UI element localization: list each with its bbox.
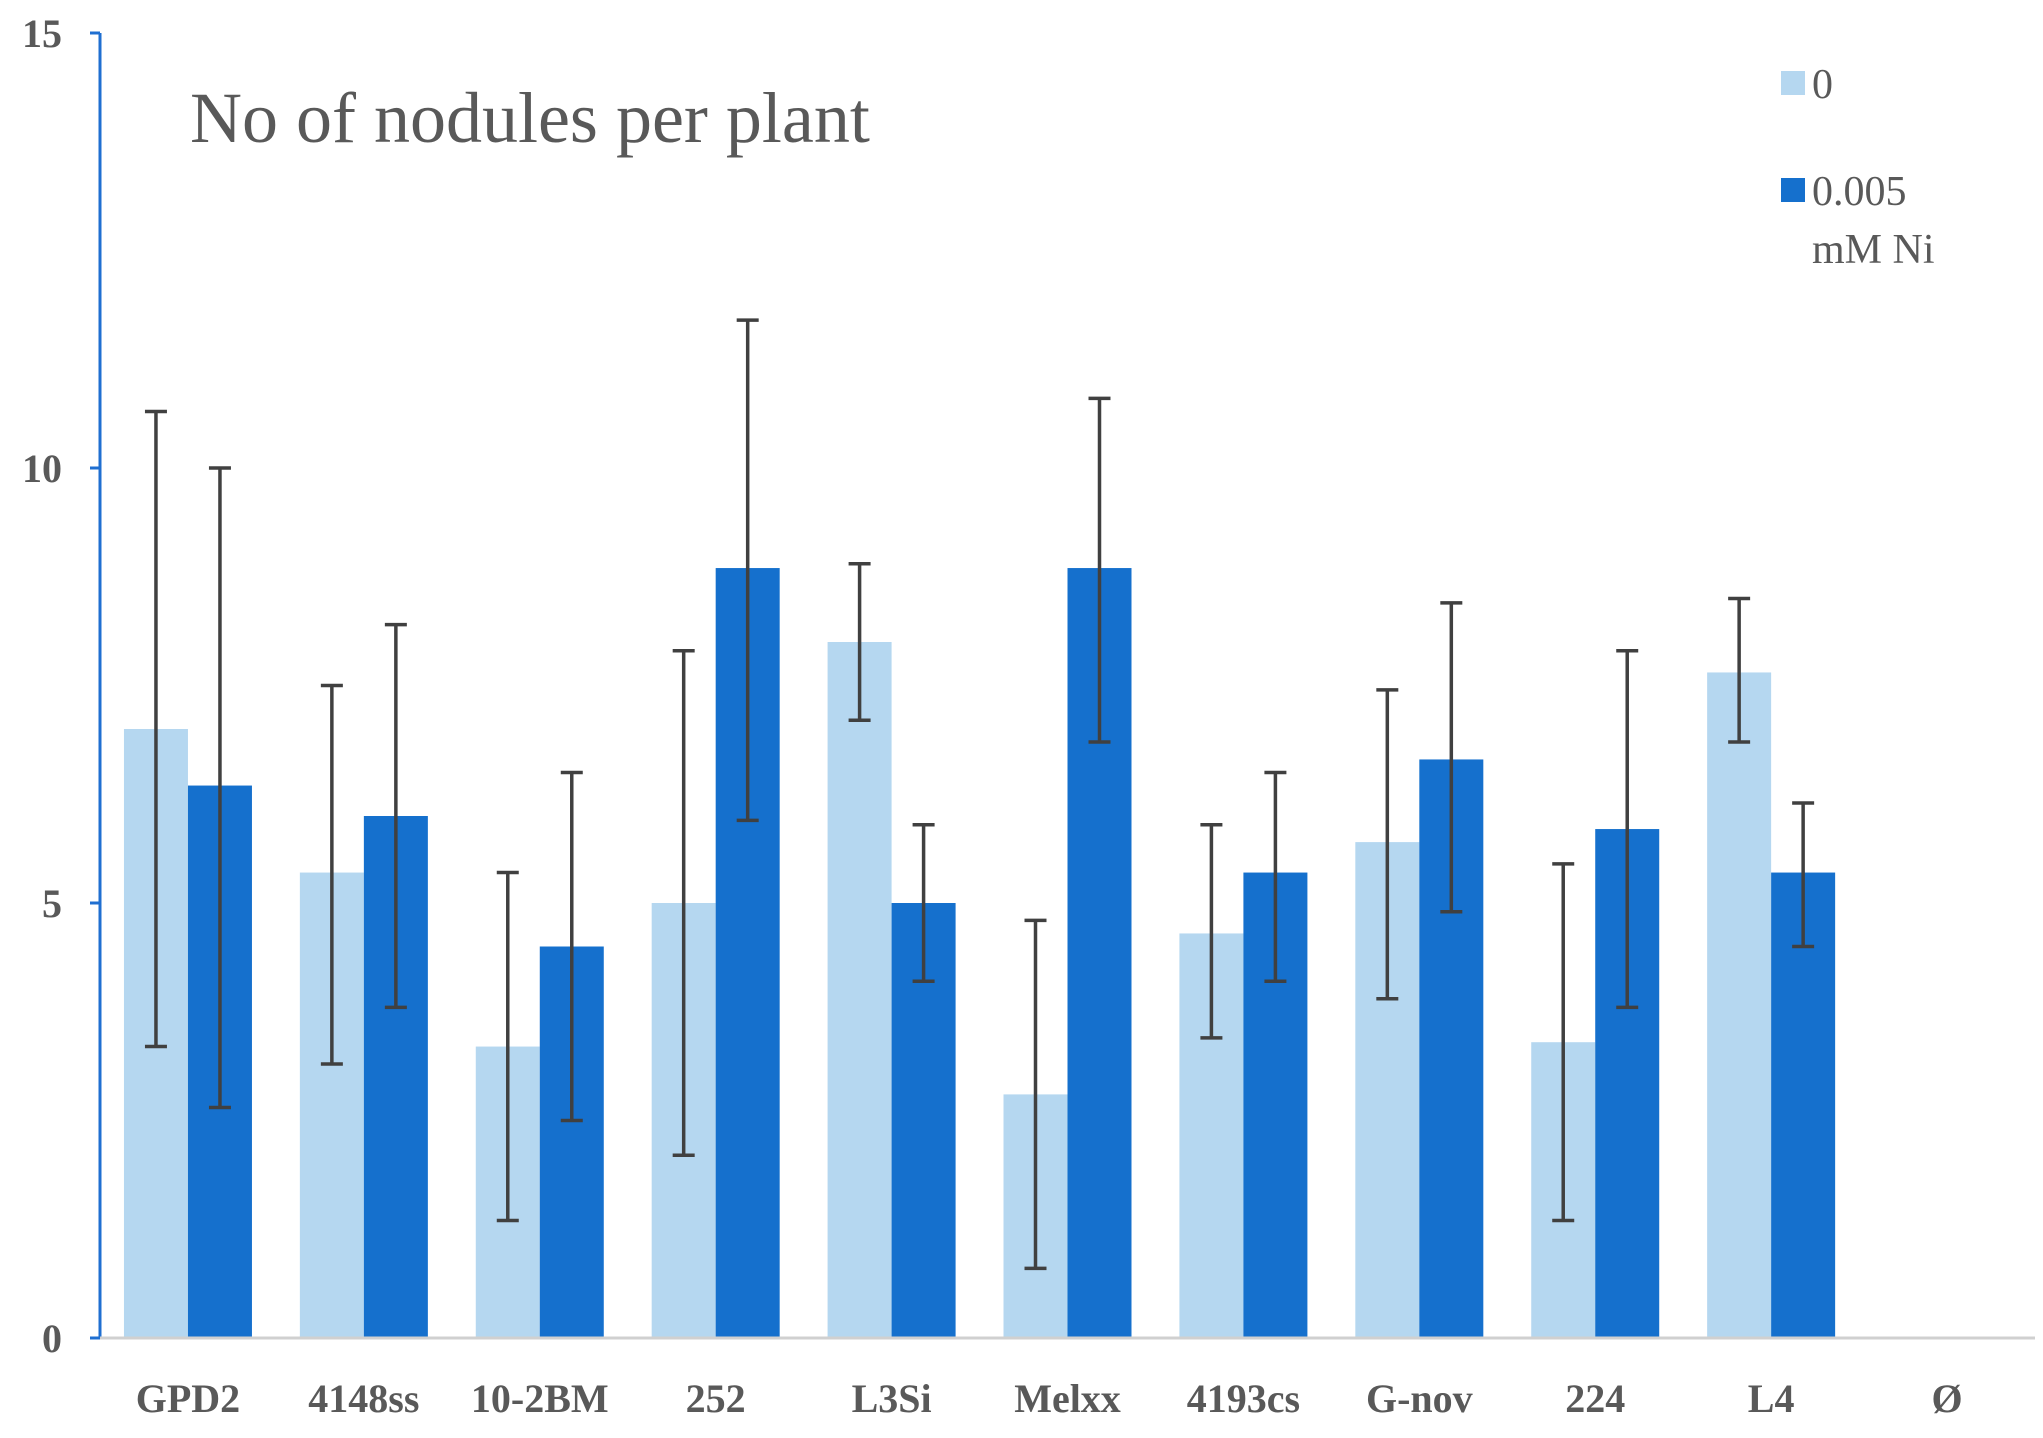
error-bar-L3Si-series-1 bbox=[912, 822, 935, 984]
x-tick-label-L3Si: L3Si bbox=[852, 1376, 932, 1421]
error-bar-252-series-0 bbox=[672, 648, 695, 1158]
error-bar-10-2BM-series-0 bbox=[496, 870, 519, 1223]
x-tick-label-Ø: Ø bbox=[1931, 1376, 1962, 1421]
x-tick-label-G-nov: G-nov bbox=[1366, 1376, 1473, 1421]
error-bar-GPD2-series-0 bbox=[144, 409, 167, 1049]
labels-layer: GPD2 4148ss 10-2BM 252 L3Si Melxx 4193cs G-nov 2… bbox=[22, 11, 1963, 1421]
error-bar-Melxx-series-1 bbox=[1088, 396, 1111, 744]
error-bar-10-2BM-series-1 bbox=[560, 770, 583, 1123]
y-tick-label-5: 5 bbox=[42, 881, 62, 926]
error-bar-224-series-1 bbox=[1616, 648, 1639, 1010]
y-tick-label-15: 15 bbox=[22, 11, 62, 56]
x-tick-label-4148ss: 4148ss bbox=[308, 1376, 419, 1421]
y-tick-label-10: 10 bbox=[22, 446, 62, 491]
x-tick-label-GPD2: GPD2 bbox=[136, 1376, 240, 1421]
x-tick-label-L4: L4 bbox=[1748, 1376, 1795, 1421]
error-bar-224-series-0 bbox=[1552, 862, 1575, 1223]
y-tick-label-0: 0 bbox=[42, 1316, 62, 1361]
legend-label-series-0: 0 bbox=[1812, 62, 1833, 108]
x-tick-label-224: 224 bbox=[1565, 1376, 1625, 1421]
x-tick-label-4193cs: 4193cs bbox=[1187, 1376, 1300, 1421]
error-bar-G-nov-series-1 bbox=[1440, 601, 1463, 914]
error-bar-4193cs-series-0 bbox=[1200, 822, 1223, 1040]
error-bar-Melxx-series-0 bbox=[1024, 918, 1047, 1271]
legend-item-series-1: 0.005 mM Ni bbox=[1781, 169, 1935, 273]
legend: 0 0.005 mM Ni bbox=[1781, 62, 1935, 273]
bars-layer bbox=[123, 568, 1836, 1338]
chart-title: No of nodules per plant bbox=[190, 78, 870, 158]
bar-L4-series-1 bbox=[1771, 872, 1836, 1338]
error-bar-L3Si-series-0 bbox=[848, 561, 871, 723]
x-tick-label-Melxx: Melxx bbox=[1014, 1376, 1121, 1421]
legend-label-series-1-line-1: mM Ni bbox=[1812, 227, 1935, 273]
error-bars-layer bbox=[144, 318, 1815, 1271]
error-bar-L4-series-0 bbox=[1728, 596, 1751, 744]
legend-swatch-series-1 bbox=[1781, 178, 1805, 202]
legend-swatch-series-0 bbox=[1781, 71, 1805, 95]
error-bar-4193cs-series-1 bbox=[1264, 770, 1287, 984]
error-bar-252-series-1 bbox=[736, 318, 759, 823]
legend-item-series-0: 0 bbox=[1781, 62, 1833, 108]
bar-L4-series-0 bbox=[1707, 672, 1772, 1338]
axes-layer bbox=[90, 31, 2035, 1340]
error-bar-4148ss-series-0 bbox=[320, 683, 343, 1066]
error-bar-L4-series-1 bbox=[1792, 801, 1815, 949]
error-bar-GPD2-series-1 bbox=[208, 466, 231, 1110]
x-tick-label-10-2BM: 10-2BM bbox=[471, 1376, 609, 1421]
bar-L3Si-series-0 bbox=[827, 642, 892, 1338]
error-bar-G-nov-series-0 bbox=[1376, 688, 1399, 1001]
legend-label-series-1-line-0: 0.005 bbox=[1812, 169, 1907, 215]
error-bar-4148ss-series-1 bbox=[384, 622, 407, 1010]
x-tick-label-252: 252 bbox=[686, 1376, 746, 1421]
